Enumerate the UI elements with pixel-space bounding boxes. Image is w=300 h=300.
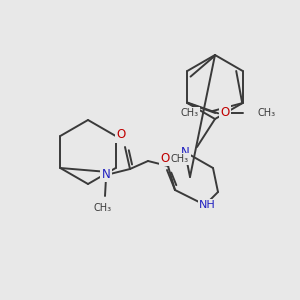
- Text: N: N: [102, 167, 110, 181]
- Text: CH₃: CH₃: [171, 154, 189, 164]
- Text: O: O: [160, 152, 169, 164]
- Text: CH₃: CH₃: [181, 108, 199, 118]
- Text: N: N: [181, 146, 189, 158]
- Text: CH₃: CH₃: [94, 203, 112, 213]
- Text: O: O: [220, 106, 230, 119]
- Text: CH₃: CH₃: [257, 108, 275, 118]
- Text: NH: NH: [199, 200, 215, 210]
- Text: O: O: [116, 128, 126, 142]
